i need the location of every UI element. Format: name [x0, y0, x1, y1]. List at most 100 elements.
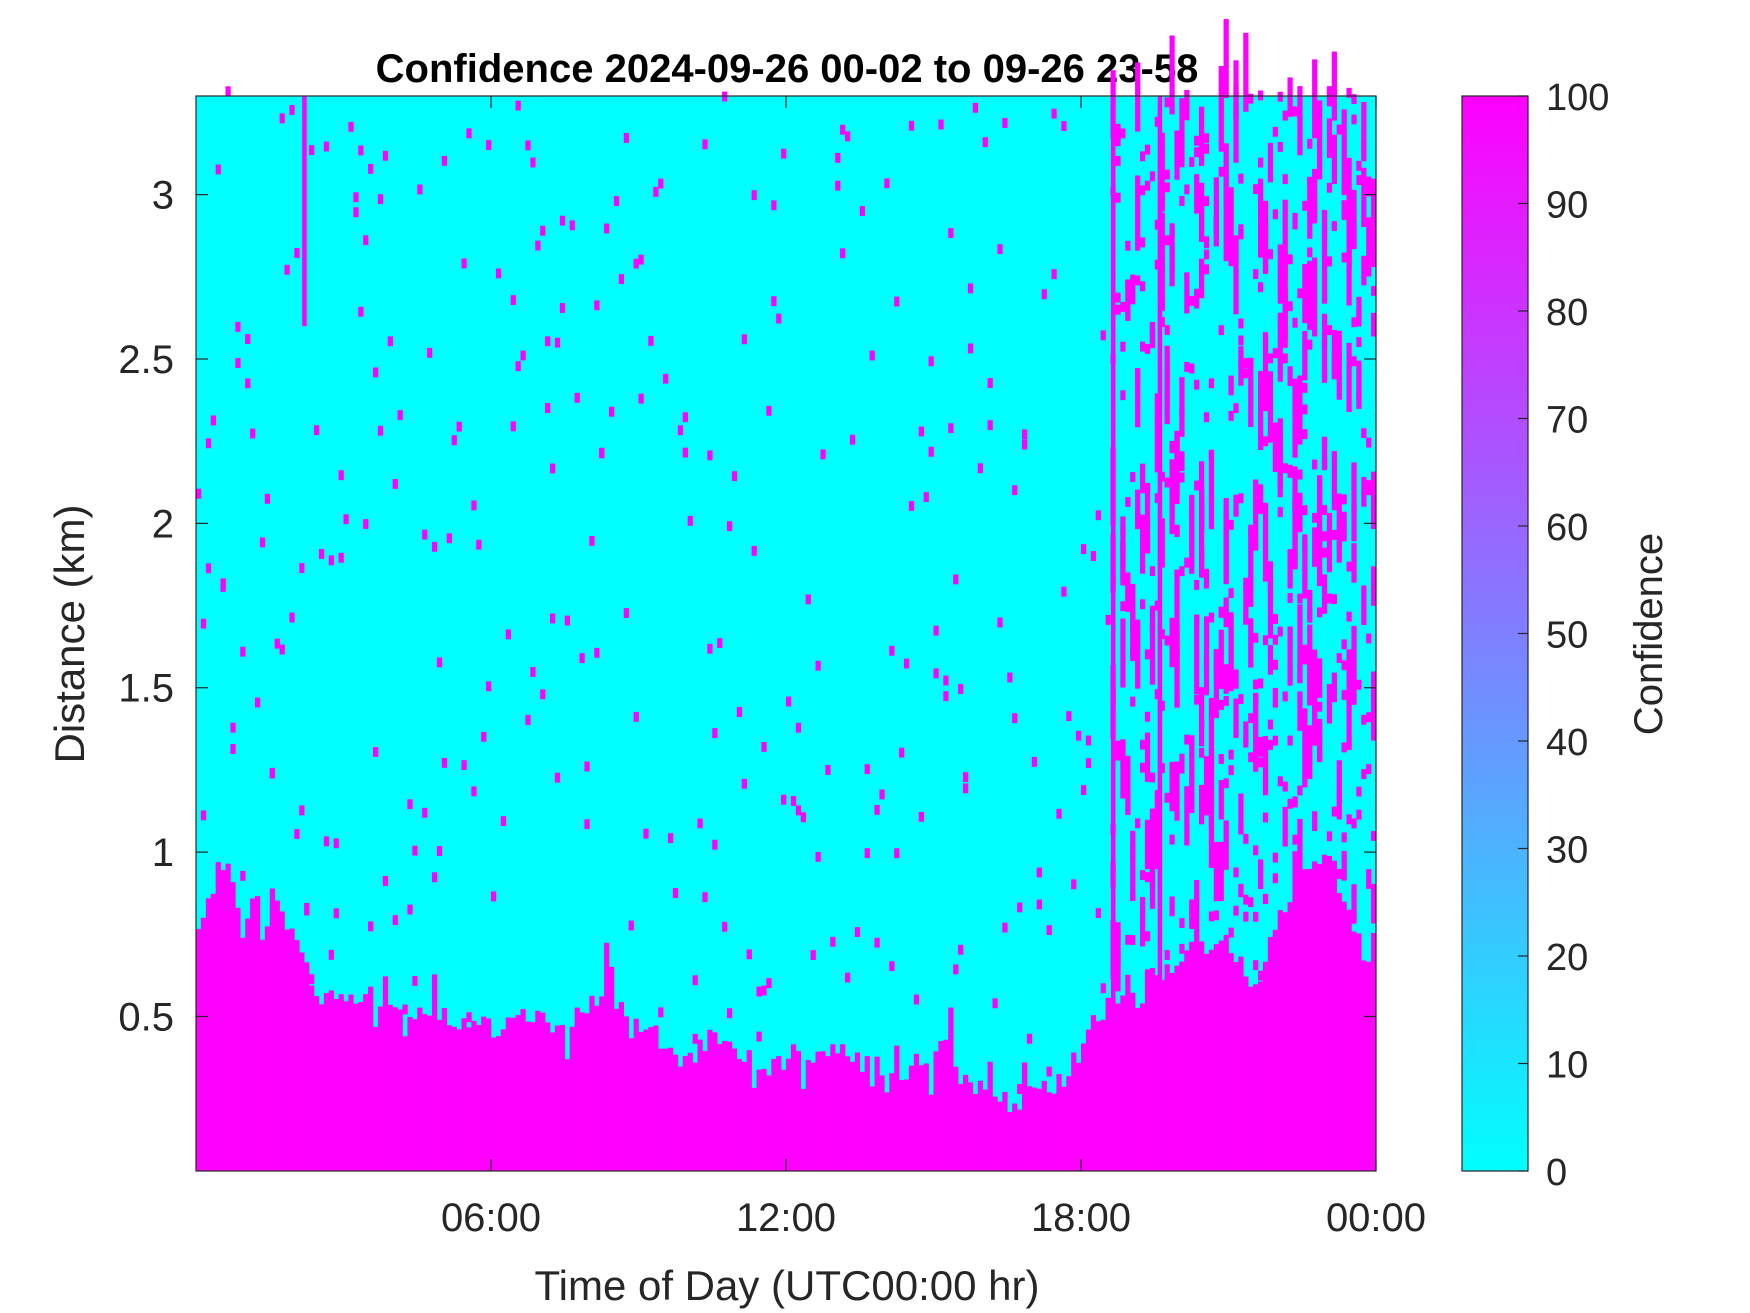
heatmap-cell [392, 915, 398, 925]
heatmap-cell [845, 1056, 851, 1171]
heatmap-cell [1199, 549, 1205, 560]
heatmap-cell [510, 421, 516, 432]
heatmap-cell [1228, 519, 1234, 530]
heatmap-cell [545, 1022, 551, 1171]
heatmap-cell [938, 1041, 944, 1171]
heatmap-cell [1135, 512, 1141, 523]
heatmap-cell [1218, 700, 1224, 710]
heatmap-cell [835, 180, 841, 191]
heatmap-cell [235, 321, 241, 332]
heatmap-cell [766, 1075, 772, 1171]
heatmap-cell [1317, 658, 1323, 698]
heatmap-cell [1272, 687, 1278, 708]
heatmap-cell [1321, 440, 1328, 471]
heatmap-cell [1218, 629, 1224, 689]
heatmap-cell [225, 86, 231, 97]
chart-title: Confidence 2024-09-26 00-02 to 09-26 23-… [376, 47, 1199, 91]
heatmap-cell [1267, 645, 1274, 675]
heatmap-cell [1203, 264, 1210, 275]
heatmap-cell [1233, 867, 1239, 878]
heatmap-cell [1297, 604, 1303, 684]
heatmap-cell [1213, 857, 1219, 868]
heatmap-cell [1282, 691, 1288, 702]
heatmap-cell [436, 1019, 443, 1171]
heatmap-cell [943, 691, 949, 702]
heatmap-cell [672, 1054, 679, 1171]
heatmap-cell [1371, 178, 1377, 189]
heatmap-cell [1238, 229, 1244, 240]
heatmap-cell [1292, 106, 1298, 117]
heatmap-cell [1277, 91, 1283, 102]
heatmap-cell [1297, 593, 1303, 604]
heatmap-cell [1287, 593, 1293, 603]
heatmap-cell [1120, 128, 1126, 139]
colorbar-ticks: 0 10 20 30 40 50 60 70 80 90 100 [1518, 77, 1609, 1194]
heatmap-cell [1277, 507, 1283, 517]
heatmap-cell [200, 917, 207, 1171]
heatmap-cell [1326, 513, 1333, 573]
heatmap-cell [1321, 313, 1328, 383]
heatmap-cell [918, 811, 924, 822]
heatmap-cell [815, 1051, 821, 1171]
heatmap-cell [1272, 209, 1278, 220]
heatmap-cell [515, 361, 521, 372]
heatmap-cell [1233, 962, 1239, 1171]
heatmap-cell [702, 1051, 708, 1171]
heatmap-cell [1253, 984, 1259, 1171]
heatmap-cell [1267, 142, 1274, 183]
heatmap-cell [687, 515, 693, 526]
heatmap-cell [958, 1084, 964, 1171]
heatmap-cell [1312, 59, 1318, 139]
heatmap-cell [736, 707, 743, 717]
heatmap-cell [1149, 772, 1156, 783]
heatmap-cell [1258, 380, 1264, 450]
heatmap-cell [353, 207, 359, 218]
heatmap-cell [540, 1012, 546, 1171]
heatmap-cell [1125, 755, 1131, 815]
heatmap-cell [530, 667, 536, 677]
heatmap-cell [1154, 259, 1160, 270]
heatmap-cell [1120, 995, 1126, 1171]
heatmap-cell [1312, 512, 1318, 523]
heatmap-cell [1184, 89, 1190, 120]
heatmap-cell [245, 378, 251, 389]
heatmap-cell [1199, 784, 1205, 825]
heatmap-cell [1031, 1087, 1038, 1171]
heatmap-cell [471, 786, 477, 797]
heatmap-cell [559, 303, 566, 313]
heatmap-cell [1262, 812, 1269, 823]
heatmap-cell [1366, 764, 1372, 774]
heatmap-cell [1292, 851, 1298, 1171]
heatmap-cell [1336, 330, 1342, 400]
heatmap-cell [1144, 931, 1151, 942]
heatmap-cell [1120, 525, 1126, 536]
heatmap-cell [1277, 141, 1283, 152]
heatmap-cell [471, 1020, 477, 1171]
heatmap-cell [1194, 147, 1200, 158]
heatmap-cell [559, 215, 566, 226]
heatmap-cell [417, 1007, 423, 1171]
heatmap-cell [1140, 514, 1146, 574]
heatmap-cell [840, 1044, 846, 1171]
heatmap-cell [1213, 216, 1219, 247]
heatmap-cell [432, 974, 438, 1171]
heatmap-cell [205, 438, 212, 449]
heatmap-cell [1179, 918, 1185, 928]
heatmap-cell [363, 235, 369, 246]
heatmap-cell [196, 488, 202, 499]
heatmap-cell [648, 1027, 654, 1171]
heatmap-cell [707, 450, 713, 461]
heatmap-cell [1223, 597, 1229, 628]
heatmap-cell [289, 612, 295, 623]
heatmap-cell [795, 805, 802, 816]
heatmap-cell [1356, 160, 1362, 171]
heatmap-cell [1292, 212, 1298, 223]
heatmap-cell [874, 1056, 880, 1171]
heatmap-cell [1321, 574, 1328, 614]
heatmap-cell [525, 1021, 531, 1171]
heatmap-cell [1208, 612, 1215, 623]
heatmap-cell [943, 675, 949, 686]
heatmap-cell [1331, 51, 1337, 121]
heatmap-cell [1125, 497, 1131, 507]
heatmap-cell [1312, 459, 1318, 470]
